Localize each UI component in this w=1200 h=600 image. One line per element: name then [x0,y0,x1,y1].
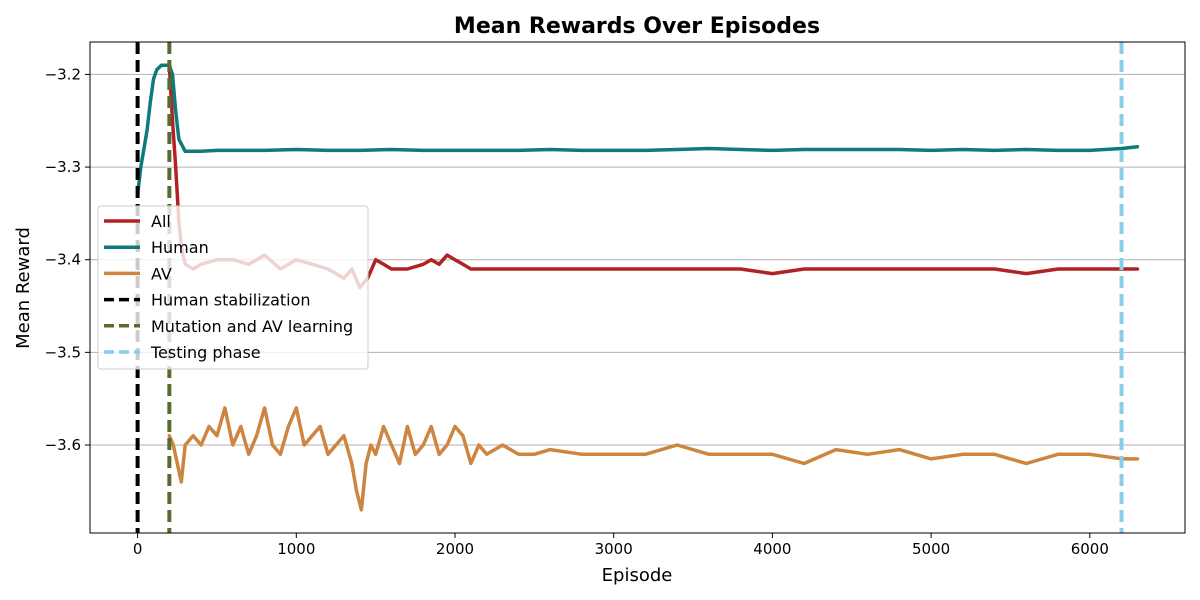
y-tick-label: −3.6 [45,436,81,454]
series-line-human [135,63,1140,197]
y-tick-label: −3.5 [45,343,81,361]
legend-label: All [151,212,171,231]
x-axis-label: Episode [602,565,673,586]
x-tick-label: 6000 [1071,540,1109,558]
x-tick-label: 1000 [277,540,315,558]
x-tick-label: 2000 [436,540,474,558]
chart-title: Mean Rewards Over Episodes [454,14,820,39]
y-tick-label: −3.3 [45,158,81,176]
legend-label: Human [151,238,209,257]
legend-label: Testing phase [150,343,261,362]
y-tick-label: −3.2 [45,65,81,83]
y-tick-label: −3.4 [45,251,81,269]
tick-layer: −3.2 −3.3 −3.4 −3.5 −3.6 0 1000 2000 3000 4000 500… [45,65,1109,558]
x-tick-label: 4000 [753,540,791,558]
legend-box [97,205,369,370]
series-line-av [167,406,1140,512]
y-axis-label: Mean Reward [13,227,34,349]
x-tick-label: 5000 [912,540,950,558]
legend-label: Mutation and AV learning [151,317,353,336]
legend-label: AV [151,264,172,283]
x-tick-label: 3000 [595,540,633,558]
plot-frame [89,41,1186,534]
x-tick-label: 0 [133,540,143,558]
legend-label: Human stabilization [151,291,311,310]
legend: All Human AV Human stabilization Mutation an… [97,205,369,370]
